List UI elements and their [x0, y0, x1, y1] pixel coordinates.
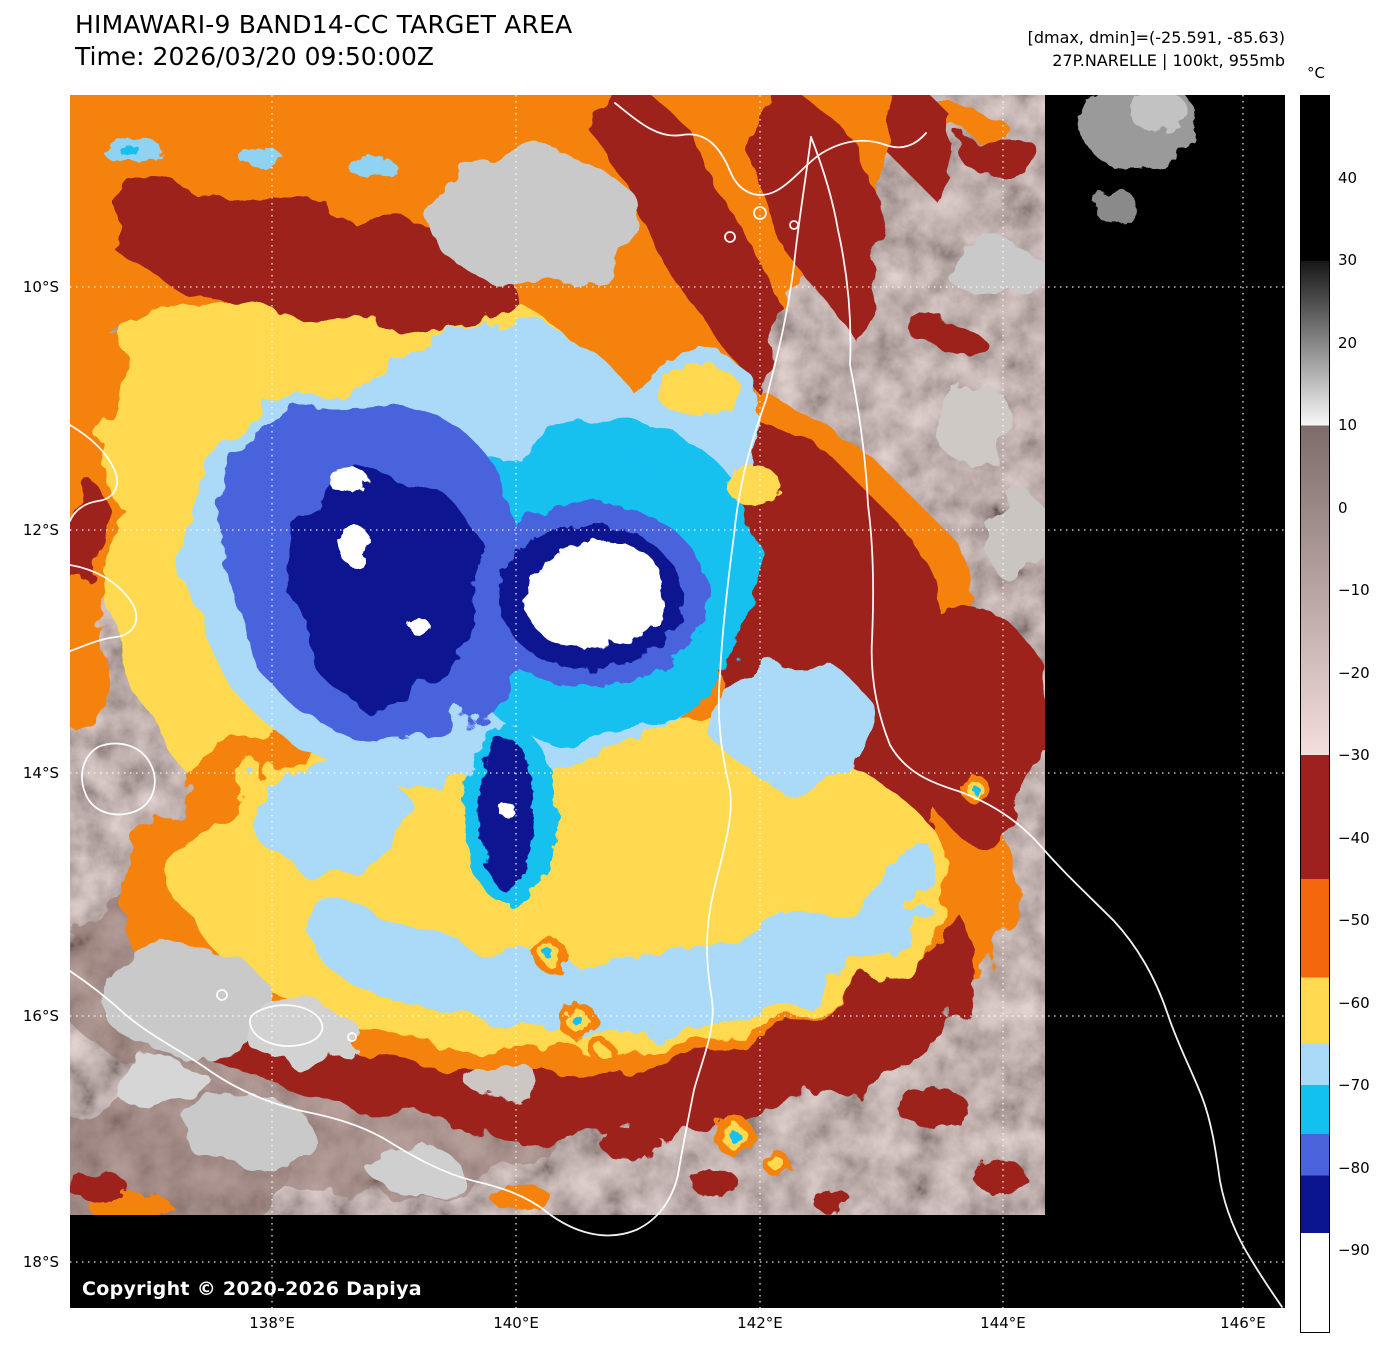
overshooting-tops-white	[327, 468, 431, 635]
lat-tick-label: 16°S	[22, 1007, 59, 1026]
lon-axis: 138°E 140°E 142°E 144°E 146°E	[70, 1314, 1285, 1338]
south-band-lightblue	[250, 661, 939, 1034]
colorbar-tick-label: −20	[1338, 663, 1370, 682]
lat-tick-label: 10°S	[22, 277, 59, 296]
satellite-image	[70, 95, 1285, 1308]
colorbar-tick-label: 20	[1338, 333, 1358, 352]
cdo-white-center	[525, 541, 662, 648]
lat-axis: 10°S 12°S 14°S 16°S 18°S	[0, 95, 64, 1308]
south-band-red	[197, 915, 981, 1137]
lat-tick-label: 12°S	[22, 520, 59, 539]
satellite-map: Copyright © 2020-2026 Dapiya	[70, 95, 1285, 1308]
product-title: HIMAWARI-9 BAND14-CC TARGET AREA	[75, 10, 573, 39]
colorbar-tick-label: 10	[1338, 416, 1358, 435]
colorbar-gradient	[1301, 96, 1329, 1332]
colorbar-unit: °C	[1307, 64, 1325, 82]
colorbar-tick-label: −60	[1338, 993, 1370, 1012]
lon-tick-label: 144°E	[980, 1314, 1026, 1332]
satellite-data-region	[70, 95, 1045, 1215]
colorbar-tick-label: −50	[1338, 911, 1370, 930]
colorbar-tick-label: −70	[1338, 1076, 1370, 1095]
colorbar-tick-label: 0	[1338, 498, 1348, 517]
colorbar-tick-label: 30	[1338, 251, 1358, 270]
colorbar-tick-label: −90	[1338, 1241, 1370, 1260]
lat-tick-label: 18°S	[22, 1253, 59, 1272]
coastline	[70, 102, 1283, 1308]
lon-tick-label: 138°E	[249, 1314, 295, 1332]
lon-tick-label: 140°E	[493, 1314, 539, 1332]
dmax-dmin-readout: [dmax, dmin]=(-25.591, -85.63)	[1027, 28, 1285, 47]
convective-cells	[533, 776, 990, 1176]
product-time: Time: 2026/03/20 09:50:00Z	[75, 42, 434, 71]
cirrus-specks	[102, 138, 397, 176]
lat-tick-label: 14°S	[22, 764, 59, 783]
colorbar	[1300, 95, 1330, 1333]
colorbar-tick-label: 40	[1338, 168, 1358, 187]
colorbar-ticks: 40 30 20 10 0 −10 −20 −30 −40 −50 −60 −70 −80 −90	[1338, 95, 1388, 1333]
cold-finger	[464, 725, 556, 905]
storm-info: 27P.NARELLE | 100kt, 955mb	[1052, 51, 1285, 70]
gray-clouds	[100, 152, 1045, 1196]
lon-tick-label: 146°E	[1220, 1314, 1266, 1332]
lon-tick-label: 142°E	[737, 1314, 783, 1332]
colorbar-tick-label: −40	[1338, 828, 1370, 847]
colorbar-tick-label: −10	[1338, 581, 1370, 600]
copyright: Copyright © 2020-2026 Dapiya	[82, 1278, 422, 1300]
gridlines	[70, 95, 1285, 1308]
colorbar-tick-label: −30	[1338, 746, 1370, 765]
colorbar-tick-label: −80	[1338, 1158, 1370, 1177]
cyclone-cold-core	[102, 138, 781, 905]
corner-gray-cloud	[1080, 95, 1196, 224]
scattered-red-cells	[70, 1087, 1026, 1215]
product-info: [dmax, dmin]=(-25.591, -85.63) 27P.NAREL…	[1028, 26, 1285, 72]
